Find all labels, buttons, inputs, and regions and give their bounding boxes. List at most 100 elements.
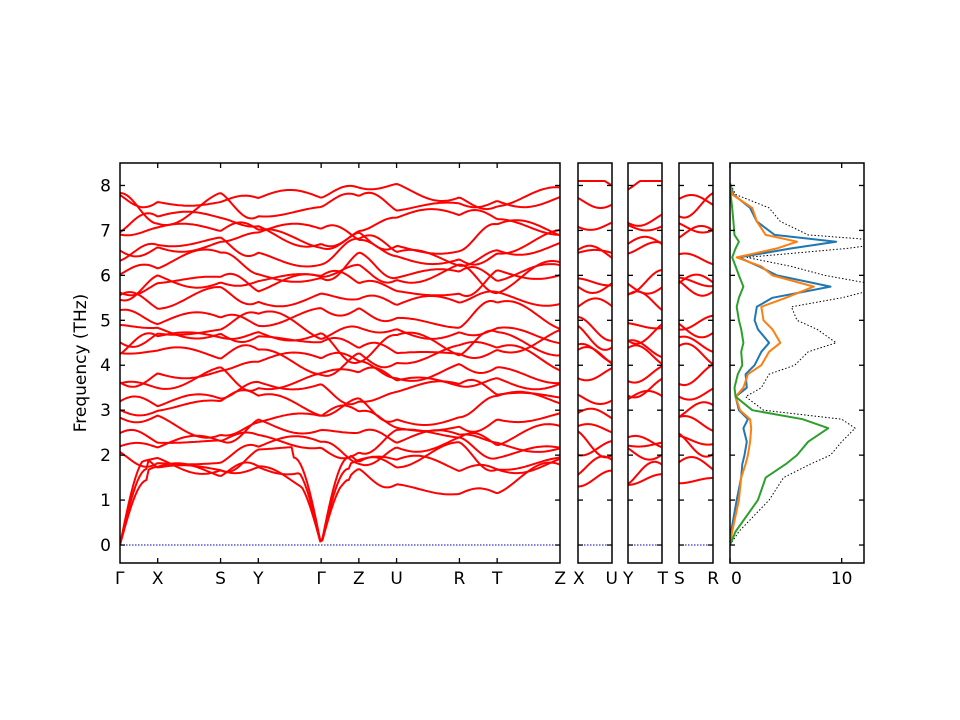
band-line <box>120 323 560 359</box>
band-line <box>120 183 560 211</box>
band-line <box>679 222 713 234</box>
panel-frame <box>627 162 663 564</box>
band-line <box>578 244 612 259</box>
k-point-label: T <box>491 569 503 589</box>
band-line <box>120 269 560 302</box>
band-line <box>578 197 612 209</box>
y-tick-label: 0 <box>100 536 111 556</box>
band-line <box>120 378 560 408</box>
band-curves <box>679 192 713 546</box>
band-line <box>120 341 560 377</box>
k-point-label: S <box>674 569 685 589</box>
panel-frame <box>119 162 561 564</box>
dos-frame <box>729 162 865 564</box>
band-line <box>578 469 612 488</box>
y-tick-label: 3 <box>100 401 111 421</box>
band-line <box>578 297 612 308</box>
band-line <box>628 389 662 401</box>
band-line <box>578 407 612 420</box>
band-line <box>120 222 560 266</box>
dos-x-tick-label: 0 <box>731 569 742 589</box>
panel-frame <box>577 162 613 564</box>
band-line <box>679 252 713 266</box>
band-line <box>679 456 713 471</box>
dos-panel: 0 10 <box>729 162 865 589</box>
band-line <box>628 460 662 485</box>
band-line <box>628 224 662 232</box>
band-line <box>679 276 713 288</box>
band-line <box>679 342 713 365</box>
band-line <box>120 234 560 268</box>
y-axis-title: Frequency (THz) <box>71 294 91 433</box>
dos-series-line-2 <box>730 183 815 546</box>
band-line <box>628 180 662 191</box>
dos-series-line-3 <box>730 183 830 546</box>
band-line <box>120 404 560 439</box>
band-line <box>578 367 612 382</box>
band-line <box>679 363 713 387</box>
band-line <box>578 325 612 351</box>
band-line <box>120 454 560 546</box>
band-line <box>679 314 713 331</box>
band-line <box>120 260 560 297</box>
band-curves <box>578 180 612 546</box>
k-point-label: Y <box>622 569 634 589</box>
k-point-label: Y <box>252 569 264 589</box>
band-line <box>628 344 662 365</box>
k-point-label: R <box>454 569 466 589</box>
k-point-label: Γ <box>115 569 125 589</box>
k-point-label: R <box>707 569 719 589</box>
band-line <box>628 282 662 295</box>
band-line <box>628 235 662 245</box>
k-point-label: Γ <box>316 569 326 589</box>
band-line <box>120 300 560 330</box>
band-line <box>679 194 713 206</box>
y-tick-label: 4 <box>100 356 111 376</box>
k-point-label: Z <box>554 569 566 589</box>
y-tick-label: 8 <box>100 176 111 196</box>
y-axis-ticks: 0 1 2 3 4 5 6 7 8 <box>100 176 111 556</box>
band-line <box>578 440 612 457</box>
band-line <box>578 430 612 459</box>
k-point-label: X <box>573 569 585 589</box>
band-line <box>679 225 713 239</box>
band-line <box>679 322 713 339</box>
band-curves <box>628 180 662 546</box>
k-point-label: U <box>606 569 618 589</box>
band-line <box>679 477 713 485</box>
band-line <box>120 441 560 546</box>
band-line <box>628 434 662 449</box>
band-line <box>628 213 662 227</box>
y-tick-label: 2 <box>100 446 111 466</box>
k-point-label: U <box>390 569 402 589</box>
band-line <box>578 342 612 364</box>
dos-x-tick-label: 10 <box>831 569 853 589</box>
band-line <box>679 280 713 297</box>
band-line <box>628 269 662 295</box>
band-line <box>120 286 560 310</box>
band-line <box>578 180 612 187</box>
band-line <box>679 192 713 219</box>
band-line <box>578 316 612 342</box>
k-point-label: X <box>152 569 164 589</box>
band-line <box>628 339 662 358</box>
band-line <box>628 322 662 330</box>
band-line <box>120 191 560 226</box>
band-line <box>578 393 612 405</box>
band-line <box>120 418 560 453</box>
y-tick-label: 5 <box>100 311 111 331</box>
y-tick-label: 7 <box>100 221 111 241</box>
band-line <box>628 447 662 461</box>
y-tick-label: 1 <box>100 491 111 511</box>
band-line <box>578 282 612 294</box>
dos-curves <box>730 182 864 546</box>
band-line <box>628 473 662 486</box>
band-line <box>628 241 662 255</box>
y-tick-label: 6 <box>100 266 111 286</box>
band-line <box>679 335 713 353</box>
